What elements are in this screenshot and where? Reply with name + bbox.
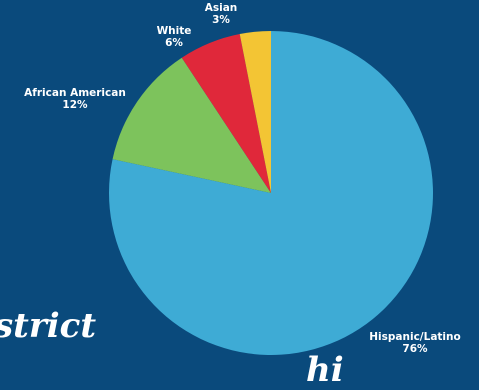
slice-label-asian: Asian [205, 2, 238, 14]
slice-value-white: 6% [165, 37, 183, 49]
slice-label-hispanic-latino: Hispanic/Latino [369, 331, 460, 343]
slice-value-hispanic-latino: 76% [402, 343, 428, 355]
pie-slice-hispanic-latino [108, 31, 433, 355]
slice-label-african-american: African American [24, 87, 126, 99]
pie-slice-african-american [112, 57, 272, 193]
background-text-strict: strict [0, 306, 97, 346]
pie-slice-white [181, 34, 271, 194]
slice-value-asian: 3% [212, 14, 230, 26]
slice-value-african-american: 12% [62, 99, 88, 111]
slice-label-white: White [157, 25, 192, 37]
pie-slice-asian [239, 31, 271, 193]
